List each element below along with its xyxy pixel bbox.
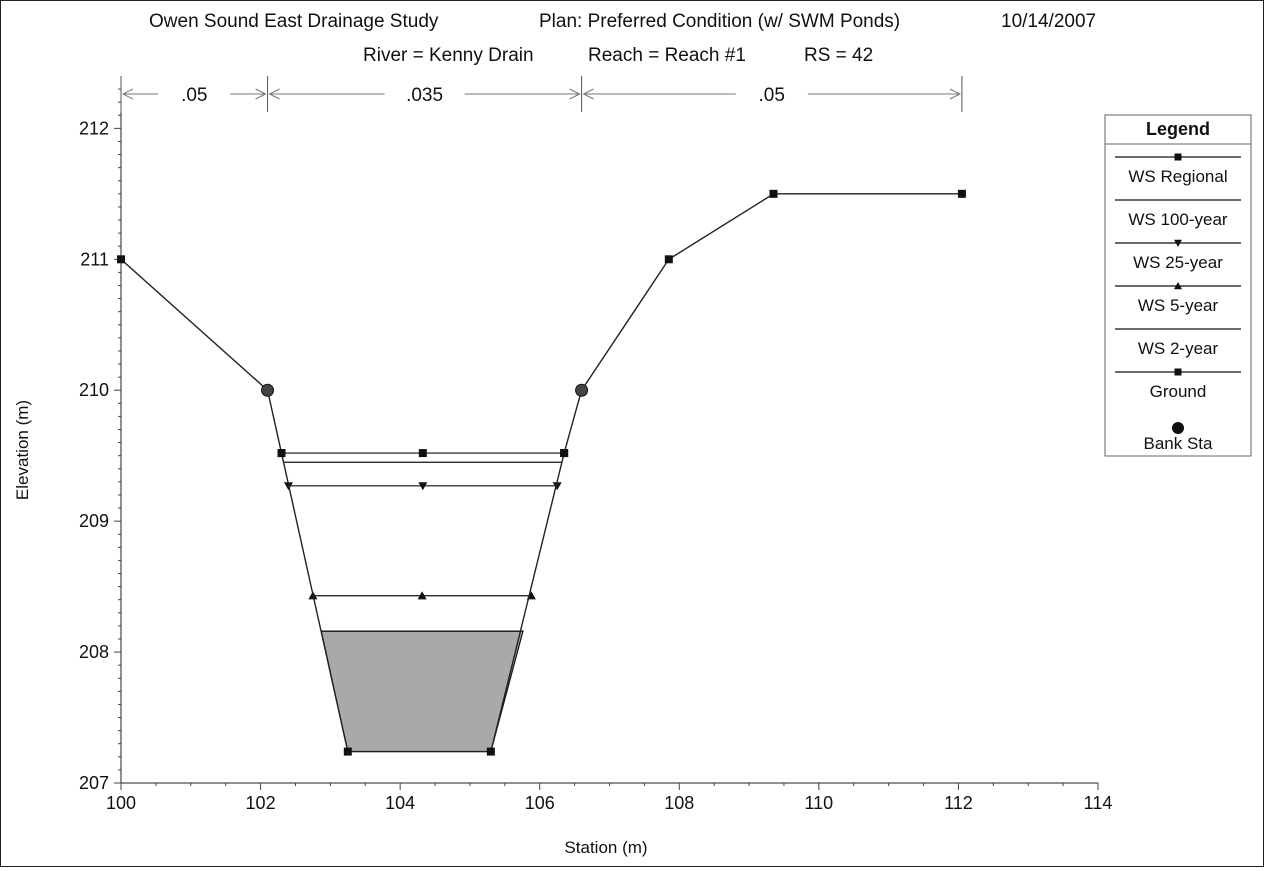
- manning-n-label: .05: [759, 85, 785, 106]
- manning-arrow-left: [268, 88, 280, 100]
- legend-entry: WS 2-year: [1115, 328, 1241, 358]
- rs-label: RS = 42: [804, 45, 873, 66]
- legend-triangle-marker: [1174, 239, 1182, 247]
- ws-2-year-fill: [320, 630, 524, 753]
- legend-label: Bank Sta: [1144, 434, 1214, 453]
- manning-n-segment: .035: [267, 76, 581, 112]
- ws-5-year-marker: [417, 591, 427, 600]
- date-label: 10/14/2007: [1001, 11, 1096, 32]
- y-tick-label: 210: [79, 380, 109, 400]
- manning-n-segment: .05: [120, 76, 267, 112]
- y-tick-label: 212: [79, 118, 109, 138]
- x-tick-label: 106: [525, 793, 555, 813]
- x-tick-label: 104: [385, 793, 415, 813]
- legend-entry: WS 100-year: [1115, 199, 1241, 229]
- legend-entry: WS 5-year: [1115, 282, 1241, 315]
- legend-square-marker: [1174, 368, 1182, 376]
- y-tick-label: 211: [80, 249, 109, 269]
- ground-point: [957, 189, 966, 198]
- x-tick-label: 100: [106, 793, 136, 813]
- legend-label: WS Regional: [1128, 167, 1227, 186]
- y-tick-label: 207: [79, 773, 109, 793]
- manning-arrow-left: [121, 88, 134, 100]
- manning-arrow-right: [255, 88, 267, 100]
- ws-regional-marker: [418, 449, 427, 458]
- legend-entry: Bank Sta: [1144, 422, 1214, 453]
- manning-n-segment: .05: [581, 76, 963, 112]
- bank-station-point: [261, 383, 275, 397]
- ground-point: [277, 449, 286, 458]
- study-title: Owen Sound East Drainage Study: [149, 11, 439, 32]
- y-axis-label: Elevation (m): [13, 400, 32, 500]
- legend-entry: Ground: [1115, 368, 1241, 401]
- ground-point: [117, 255, 125, 264]
- x-tick-label: 112: [944, 793, 973, 813]
- legend-label: WS 2-year: [1138, 339, 1219, 358]
- legend-circle-marker: [1172, 422, 1184, 434]
- x-tick-label: 114: [1084, 793, 1113, 813]
- ground-point: [486, 747, 495, 756]
- river-label: River = Kenny Drain: [363, 45, 534, 66]
- ground-point: [343, 747, 352, 756]
- legend-label: Ground: [1150, 382, 1207, 401]
- legend-title: Legend: [1146, 119, 1210, 139]
- legend-entry: WS Regional: [1115, 153, 1241, 186]
- x-axis-label: Station (m): [564, 838, 647, 857]
- ground-line: [120, 193, 962, 753]
- ground-point: [560, 449, 569, 458]
- reach-label: Reach = Reach #1: [588, 45, 746, 66]
- legend-square-marker: [1174, 153, 1182, 161]
- legend-label: WS 100-year: [1128, 210, 1228, 229]
- plot-area: 207 208 209 210 211 212 100 102 104 106 108 110 112 1…: [79, 76, 1112, 813]
- manning-arrow-right: [949, 88, 962, 100]
- x-tick-label: 108: [664, 793, 694, 813]
- legend-entry: WS 25-year: [1115, 239, 1241, 272]
- legend-triangle-marker: [1174, 282, 1182, 290]
- legend-entries: WS Regional WS 100-year WS 25-year WS 5-yea…: [1115, 153, 1241, 453]
- ground-point: [664, 255, 673, 264]
- y-tick-label: 208: [79, 642, 109, 662]
- y-tick-label: 209: [79, 511, 109, 531]
- legend-label: WS 25-year: [1133, 253, 1223, 272]
- ws-25-year-marker: [418, 482, 428, 491]
- manning-n-label: .05: [181, 85, 207, 106]
- ws-25-year-marker: [552, 482, 562, 491]
- x-tick-label: 110: [805, 793, 834, 813]
- bank-station-point: [575, 383, 589, 397]
- legend-label: WS 5-year: [1138, 296, 1219, 315]
- manning-arrow-left: [582, 88, 594, 100]
- plan-title: Plan: Preferred Condition (w/ SWM Ponds): [539, 11, 900, 32]
- manning-arrow-right: [569, 88, 581, 100]
- manning-n-label: .035: [406, 85, 443, 106]
- x-tick-label: 102: [246, 793, 276, 813]
- ground-point: [769, 189, 778, 198]
